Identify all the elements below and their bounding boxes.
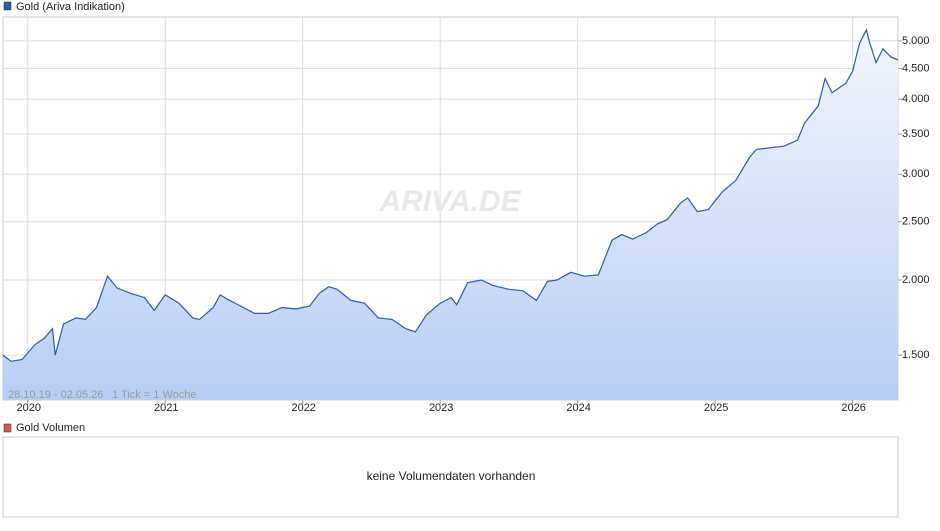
x-tick-label: 2026	[841, 402, 865, 414]
volume-message: keine Volumendaten vorhanden	[367, 469, 536, 483]
y-tick-label: 2.000	[902, 274, 930, 286]
y-tick-label: 4.500	[902, 62, 930, 74]
y-tick-label: 2.500	[902, 216, 930, 228]
y-tick-label: 5.000	[902, 35, 930, 47]
y-tick-label: 1.500	[902, 349, 930, 361]
x-tick-label: 2020	[17, 402, 41, 414]
price-area	[3, 29, 898, 400]
x-tick-label: 2023	[429, 402, 453, 414]
volume-title: Gold Volumen	[16, 422, 85, 434]
x-tick-label: 2021	[154, 402, 178, 414]
x-tick-label: 2024	[566, 402, 590, 414]
x-tick-label: 2025	[704, 402, 728, 414]
x-tick-label: 2022	[291, 402, 315, 414]
legend-label: Gold (Ariva Indikation)	[16, 1, 125, 13]
y-tick-label: 3.000	[902, 168, 930, 180]
range-label: 28.10.19 - 02.05.26	[8, 389, 103, 401]
tick-note: 1 Tick = 1 Woche	[112, 389, 196, 401]
volume-panel	[2, 436, 899, 518]
y-tick-label: 4.000	[902, 93, 930, 105]
volume-legend-swatch	[3, 423, 12, 433]
price-line	[2, 27, 899, 362]
legend-swatch	[3, 1, 12, 11]
y-tick-label: 3.500	[902, 128, 930, 140]
watermark: ARIVA.DE	[378, 185, 521, 218]
